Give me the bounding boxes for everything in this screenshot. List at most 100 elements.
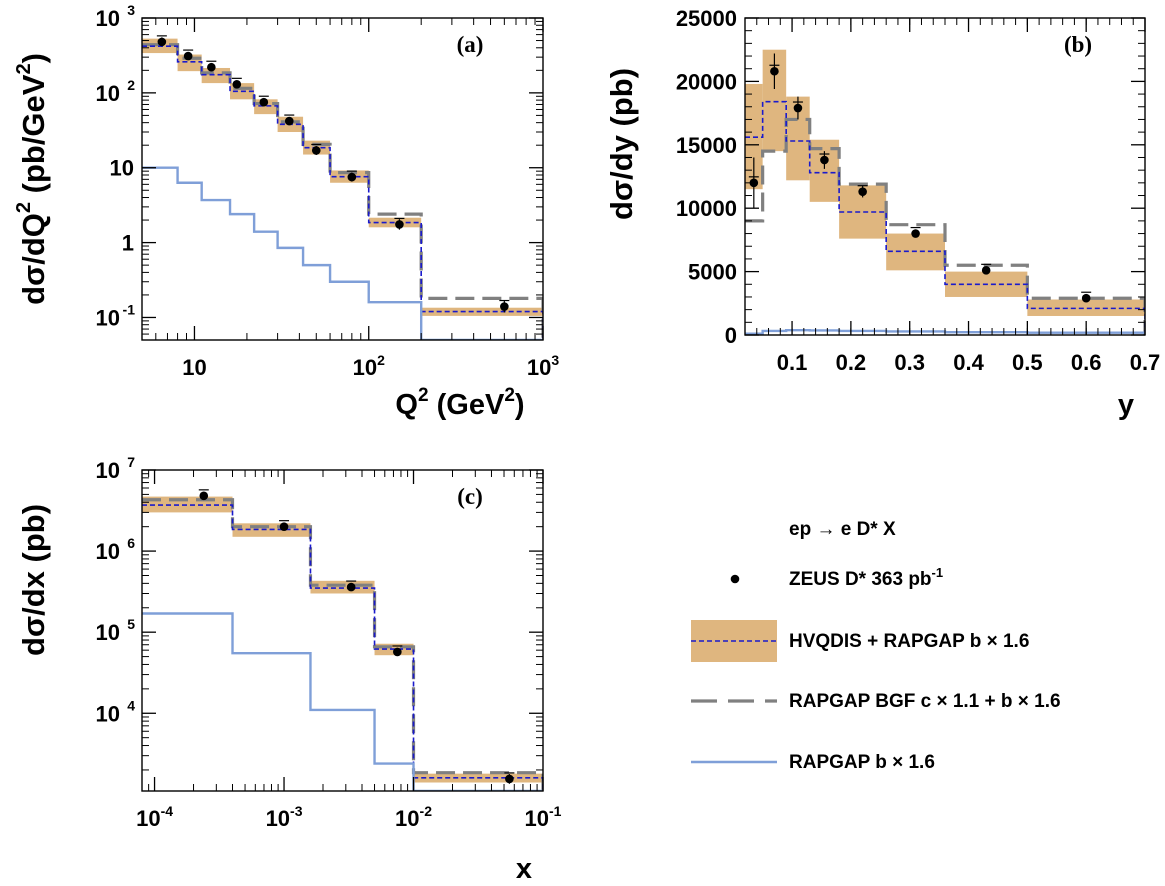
legend-entry-label: HVQDIS + RAPGAP b × 1.6: [789, 631, 1029, 652]
y-tick-exponent: 7: [127, 454, 135, 470]
band-bin: [421, 307, 543, 316]
band-bin: [368, 217, 422, 228]
beauty-series-line: [142, 166, 543, 340]
y-tick-label: 10: [96, 458, 120, 483]
y-tick-exponent: 6: [127, 535, 135, 551]
data-point: [347, 172, 357, 182]
x-axis-title-base: x: [516, 853, 532, 885]
data-point: [311, 146, 321, 155]
data-point: [505, 774, 514, 784]
x-tick-label: 0.5: [1012, 350, 1043, 375]
bgf-series-line: [142, 498, 543, 791]
plot-area: [142, 489, 543, 791]
plot-area: [745, 49, 1145, 335]
panel-label: (c): [457, 484, 483, 509]
y-tick-text: 5000: [688, 260, 737, 285]
data-point: [207, 62, 216, 72]
panel-label-text: (c): [457, 484, 483, 509]
legend-entry-text: HVQDIS + RAPGAP b × 1.6: [789, 631, 1029, 652]
x-axis-title: Q2 (GeV2): [395, 385, 524, 421]
legend-entry-text: RAPGAP BGF c × 1.1 + b × 1.6: [789, 691, 1061, 712]
plot-frame: [141, 469, 544, 792]
legend-entry-label: RAPGAP BGF c × 1.1 + b × 1.6: [789, 691, 1061, 712]
x-axis-title-mid: (GeV: [429, 389, 505, 421]
legend-entry-data: ZEUS D* 363 pb-1: [730, 565, 943, 590]
x-tick-text: 10: [182, 355, 206, 380]
data-point: [793, 103, 803, 113]
y-tick-exponent: 5: [127, 616, 135, 632]
hvqdis-series-line: [142, 504, 543, 791]
x-tick-exp: 3: [551, 352, 559, 368]
panel-b-y-distribution: 0.1 0.2 0.3 0.4 0.5 0.6 0.7 0 5000 10000 15000 2000…: [604, 6, 1160, 421]
y-tick-text: 10: [96, 458, 120, 483]
y-tick-label: 1: [122, 231, 134, 256]
x-tick-label: 10: [182, 355, 206, 380]
data-point: [232, 80, 242, 89]
legend-process-label: ep → e D* X: [789, 519, 896, 540]
data-point: [820, 155, 829, 165]
data-point: [858, 187, 867, 197]
band-bin: [786, 96, 810, 181]
data-point: [183, 51, 193, 61]
y-tick-text: 10: [96, 539, 120, 564]
panel-label: (b): [1064, 32, 1092, 57]
data-point: [395, 220, 404, 229]
band-bin: [201, 67, 231, 84]
y-axis-title: dσ/dQ2 (pb/GeV2): [13, 53, 51, 305]
beauty-series-line: [142, 612, 543, 791]
y-tick-label: 20000: [676, 69, 737, 94]
x-tick-text: 10: [353, 355, 377, 380]
data-point: [770, 66, 779, 76]
band-bin: [310, 580, 375, 594]
panel-label-text: (a): [457, 32, 484, 57]
y-tick-exponent: 4: [127, 697, 135, 713]
x-axis-title-tail: ): [515, 389, 525, 421]
x-tick-label: 10-1: [525, 803, 562, 831]
data-point: [284, 116, 294, 126]
band-bin: [762, 49, 787, 152]
x-axis-title-sup: 2: [504, 385, 515, 406]
data-point: [911, 229, 920, 238]
y-tick-label: 10: [96, 539, 120, 564]
y-tick-exp: 7: [127, 454, 135, 470]
x-axis-title-base: y: [1118, 389, 1134, 421]
y-tick-label: 10: [96, 6, 120, 31]
y-tick-exp: 6: [127, 535, 135, 551]
x-tick-label: 0.1: [777, 350, 808, 375]
data-point: [500, 302, 509, 311]
y-axis-title: dσ/dx (pb): [16, 504, 51, 656]
legend-entry-text: RAPGAP b × 1.6: [789, 752, 935, 773]
y-tick-label: 25000: [676, 6, 737, 31]
x-axis-title: x: [516, 853, 532, 885]
legend-process-text: ep → e D* X: [789, 519, 896, 540]
data-point: [157, 37, 167, 47]
x-tick-label: 0.7: [1130, 350, 1161, 375]
y-tick-text: 20000: [676, 69, 737, 94]
x-tick-text: 0.4: [953, 350, 984, 375]
x-tick-label: 0.3: [894, 350, 925, 375]
data-point: [749, 178, 759, 188]
data-point: [259, 97, 269, 107]
y-axis-title: dσ/dy (pb): [604, 68, 639, 220]
legend: ep → e D* X ZEUS D* 363 pb-1 HVQDIS + RAPG…: [691, 519, 1061, 773]
x-tick-exp: -1: [549, 803, 562, 819]
legend-entry-label: ZEUS D* 363 pb-1: [789, 565, 943, 590]
y-axis-title-sup: 2: [13, 63, 35, 74]
x-tick-text: 10: [525, 806, 549, 831]
y-tick-exponent: 2: [127, 77, 135, 93]
x-tick-text: 0.5: [1012, 350, 1043, 375]
y-tick-text: 10: [96, 701, 120, 726]
y-tick-text: 1: [122, 231, 134, 256]
legend-data-marker: [730, 574, 740, 584]
y-tick-text: 10000: [676, 196, 737, 221]
x-tick-exp: -2: [420, 803, 433, 819]
data-point: [279, 522, 289, 531]
y-tick-label: 10: [96, 305, 120, 330]
x-tick-text: 0.2: [836, 350, 867, 375]
y-tick-label: 10: [96, 620, 120, 645]
band-bin: [1027, 299, 1145, 316]
y-tick-text: 0: [725, 323, 737, 348]
y-tick-text: 25000: [676, 6, 737, 31]
y-tick-label: 0: [725, 323, 737, 348]
